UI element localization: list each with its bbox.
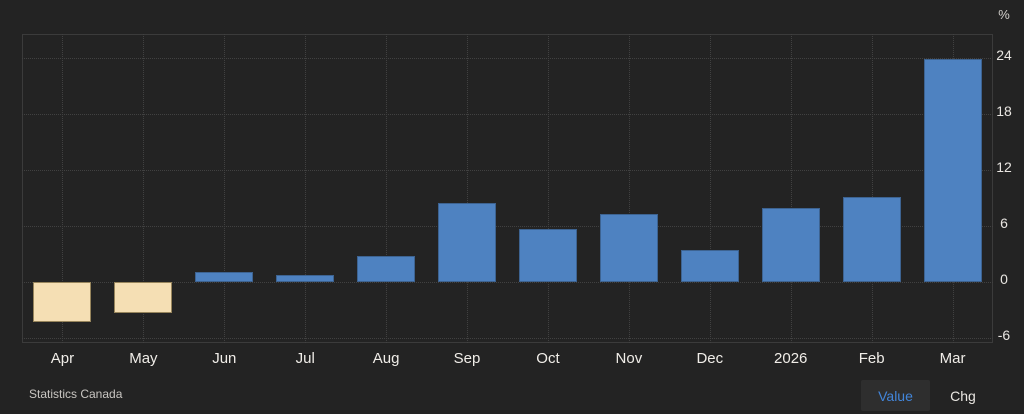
y-gridline (22, 170, 993, 172)
y-axis-unit-label: % (998, 7, 1010, 22)
y-gridline (22, 226, 993, 228)
bar-may[interactable] (114, 282, 173, 314)
x-gridline (305, 34, 307, 343)
x-gridline (224, 34, 226, 343)
bar-jun[interactable] (195, 272, 254, 283)
x-axis-label-sep: Sep (453, 350, 481, 367)
y-gridline (22, 114, 993, 116)
x-gridline (467, 34, 469, 343)
x-axis-label-feb: Feb (858, 350, 885, 367)
bar-oct[interactable] (518, 229, 577, 283)
chg-tab[interactable]: Chg (932, 380, 994, 411)
y-gridline (22, 282, 993, 284)
x-axis-label-nov: Nov (615, 350, 643, 367)
y-axis-tick-label: 6 (1000, 215, 1008, 232)
x-gridline (143, 34, 145, 343)
y-axis-tick-label: 12 (996, 159, 1012, 176)
x-axis-label-jul: Jul (295, 350, 315, 367)
bar-dec[interactable] (680, 249, 739, 283)
y-axis-tick-label: -6 (997, 327, 1011, 344)
bar-mar[interactable] (923, 59, 982, 283)
x-axis-label-dec: Dec (696, 350, 724, 367)
x-axis-label-may: May (129, 350, 158, 367)
bar-2026[interactable] (761, 207, 820, 283)
x-axis-label-jun: Jun (212, 350, 237, 367)
x-gridline (386, 34, 388, 343)
x-axis-label-2026: 2026 (774, 350, 808, 367)
x-gridline (628, 34, 630, 343)
bar-aug[interactable] (357, 256, 416, 283)
x-gridline (547, 34, 549, 343)
y-gridline (22, 58, 993, 60)
x-axis-label-aug: Aug (372, 350, 400, 367)
y-axis-tick-label: 24 (996, 47, 1012, 64)
value-tab[interactable]: Value (861, 380, 930, 411)
x-gridline (62, 34, 64, 343)
bar-nov[interactable] (599, 214, 658, 283)
bar-jul[interactable] (276, 274, 335, 283)
y-gridline (22, 338, 993, 340)
x-axis-label-oct: Oct (536, 350, 560, 367)
bar-feb[interactable] (842, 197, 901, 283)
x-gridline (790, 34, 792, 343)
bar-apr[interactable] (33, 282, 92, 323)
x-gridline (709, 34, 711, 343)
x-axis-label-mar: Mar (939, 350, 966, 367)
x-axis-label-apr: Apr (50, 350, 75, 367)
source-label: Statistics Canada (29, 387, 123, 401)
plot-area (22, 34, 993, 343)
bar-sep[interactable] (438, 202, 497, 283)
y-axis-tick-label: 0 (1000, 271, 1008, 288)
x-gridline (871, 34, 873, 343)
y-axis-tick-label: 18 (996, 103, 1012, 120)
